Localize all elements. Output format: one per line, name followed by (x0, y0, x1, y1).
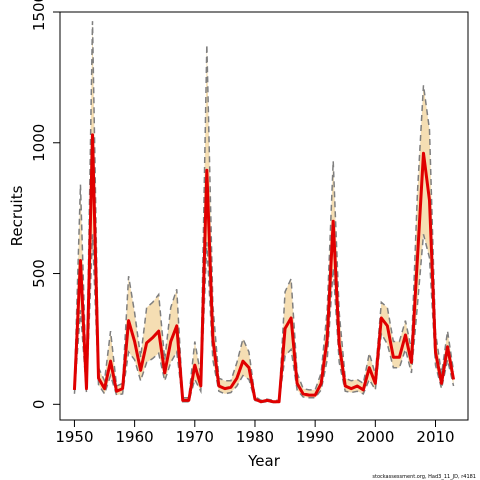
x-axis: 1950 1960 1970 1980 1990 2000 2010 (55, 419, 455, 446)
y-axis: 0 500 1000 1500 (30, 0, 61, 410)
y-tick-label: 0 (30, 400, 48, 410)
x-tick-label: 1990 (296, 428, 334, 446)
x-tick-label: 1980 (236, 428, 274, 446)
confidence-band-layer (74, 21, 454, 403)
upper-bound-line (73, 21, 455, 402)
x-tick-label: 2010 (416, 428, 454, 446)
x-tick-label: 1970 (176, 428, 214, 446)
x-axis-title: Year (247, 452, 281, 470)
y-tick-label: 1000 (30, 124, 48, 162)
y-tick-label: 1500 (30, 0, 48, 31)
plot-frame (59, 11, 469, 421)
y-tick-label: 500 (30, 259, 48, 288)
x-tick-label: 1960 (116, 428, 154, 446)
estimate-line (72, 133, 456, 404)
x-tick-label: 1950 (55, 428, 93, 446)
estimate-line-layer (72, 133, 456, 404)
x-tick-label: 2000 (356, 428, 394, 446)
source-note: stockassessment.org, Had3_11_JD, r4181 (372, 474, 476, 480)
confidence-band (74, 21, 454, 403)
y-axis-title: Recruits (8, 185, 26, 246)
